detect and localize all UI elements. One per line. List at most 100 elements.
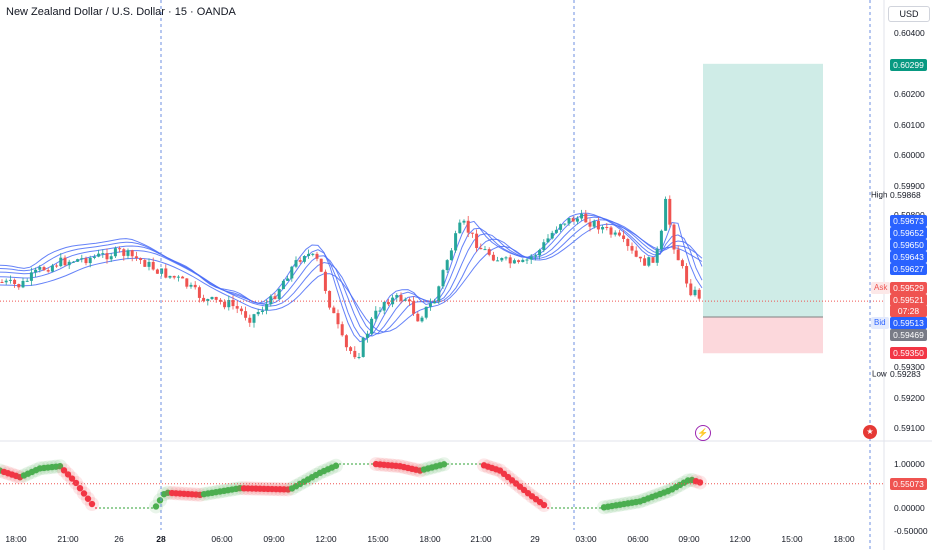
candle-body bbox=[374, 310, 378, 319]
candle-body bbox=[525, 259, 529, 261]
candle-body bbox=[202, 297, 206, 302]
ask-tag: Ask bbox=[871, 282, 891, 294]
ma-value-label: 0.59627 bbox=[890, 263, 927, 275]
candle-body bbox=[370, 318, 374, 334]
time-tick: 29 bbox=[530, 534, 540, 544]
candle-body bbox=[176, 276, 180, 278]
osc-point bbox=[696, 479, 704, 486]
candle-body bbox=[395, 295, 399, 298]
candle-body bbox=[25, 280, 29, 282]
candle-body bbox=[328, 290, 332, 308]
candle-body bbox=[630, 246, 634, 251]
osc-point bbox=[107, 507, 109, 509]
candle-body bbox=[693, 289, 697, 296]
symbol-title: New Zealand Dollar / U.S. Dollar · 15 · … bbox=[6, 6, 236, 18]
candle-body bbox=[172, 275, 176, 278]
last-price-label: 0.59521 bbox=[890, 294, 927, 306]
candle-body bbox=[353, 350, 357, 358]
candle-body bbox=[55, 265, 59, 267]
osc-point bbox=[99, 507, 101, 509]
candle-body bbox=[134, 256, 138, 259]
bid-tag: Bid bbox=[871, 317, 889, 329]
osc-point bbox=[459, 463, 461, 465]
low-price-label: 0.59283 bbox=[890, 369, 921, 379]
candle-body bbox=[533, 255, 537, 257]
candle-body bbox=[685, 266, 689, 284]
currency-selector[interactable]: USD bbox=[888, 6, 930, 22]
candle-body bbox=[483, 249, 487, 251]
osc-tick: 0.00000 bbox=[894, 503, 925, 513]
candle-body bbox=[214, 296, 218, 300]
candle-body bbox=[59, 257, 63, 267]
candle-body bbox=[223, 301, 227, 308]
candle-body bbox=[571, 218, 575, 222]
osc-point bbox=[339, 463, 341, 465]
osc-value-label: 0.55073 bbox=[890, 478, 927, 490]
candle-body bbox=[248, 317, 252, 323]
osc-point bbox=[540, 501, 548, 509]
ma-value-label: 0.59673 bbox=[890, 215, 927, 227]
candle-body bbox=[659, 230, 663, 250]
time-tick: 18:00 bbox=[5, 534, 27, 544]
candle-body bbox=[8, 279, 12, 281]
candle-body bbox=[130, 250, 134, 257]
candle-body bbox=[508, 257, 512, 264]
candle-body bbox=[584, 213, 588, 223]
candle-body bbox=[109, 256, 113, 260]
candle-body bbox=[143, 260, 147, 267]
osc-point bbox=[440, 461, 448, 468]
candle-body bbox=[559, 224, 563, 230]
candle-body bbox=[315, 253, 319, 259]
candle-body bbox=[487, 249, 491, 255]
candle-body bbox=[88, 257, 92, 264]
candle-body bbox=[273, 296, 277, 299]
osc-point bbox=[152, 503, 160, 510]
candle-body bbox=[466, 220, 470, 233]
candle-body bbox=[504, 257, 508, 259]
candle-body bbox=[680, 260, 684, 267]
time-tick: 09:00 bbox=[263, 534, 285, 544]
candle-body bbox=[521, 259, 525, 263]
candle-body bbox=[407, 299, 411, 302]
candle-body bbox=[491, 254, 495, 261]
candle-body bbox=[21, 280, 25, 288]
candle-body bbox=[454, 233, 458, 251]
time-tick: 15:00 bbox=[367, 534, 389, 544]
entry-price-label: 0.59469 bbox=[890, 329, 927, 341]
candle-body bbox=[193, 284, 197, 288]
osc-point bbox=[547, 507, 549, 509]
candle-body bbox=[365, 333, 369, 338]
candle-body bbox=[290, 266, 294, 279]
osc-point bbox=[347, 463, 349, 465]
candle-body bbox=[235, 306, 239, 309]
candle-body bbox=[344, 335, 348, 348]
low-tag: Low bbox=[872, 369, 887, 379]
moving-average-line bbox=[0, 223, 703, 333]
osc-point bbox=[355, 463, 357, 465]
moving-average-line bbox=[0, 212, 703, 343]
candle-body bbox=[391, 297, 395, 305]
candle-body bbox=[105, 253, 109, 260]
lightning-icon[interactable]: ⚡ bbox=[695, 425, 711, 441]
candle-body bbox=[185, 278, 189, 287]
candle-body bbox=[118, 248, 122, 250]
candle-body bbox=[567, 218, 571, 224]
candle-body bbox=[550, 232, 554, 239]
time-tick: 12:00 bbox=[315, 534, 337, 544]
osc-point bbox=[359, 463, 361, 465]
osc-point bbox=[127, 507, 129, 509]
candle-body bbox=[596, 220, 600, 230]
osc-point bbox=[567, 507, 569, 509]
us-flag-icon[interactable]: ★ bbox=[863, 425, 877, 439]
candle-body bbox=[420, 317, 424, 322]
osc-tick: 1.00000 bbox=[894, 459, 925, 469]
moving-average-lines bbox=[0, 212, 703, 343]
osc-point bbox=[76, 485, 84, 492]
candle-body bbox=[50, 265, 54, 272]
candle-body bbox=[302, 256, 306, 262]
osc-point bbox=[115, 507, 117, 509]
ma-value-label: 0.59643 bbox=[890, 251, 927, 263]
candle-body bbox=[475, 233, 479, 249]
candle-body bbox=[357, 356, 361, 358]
